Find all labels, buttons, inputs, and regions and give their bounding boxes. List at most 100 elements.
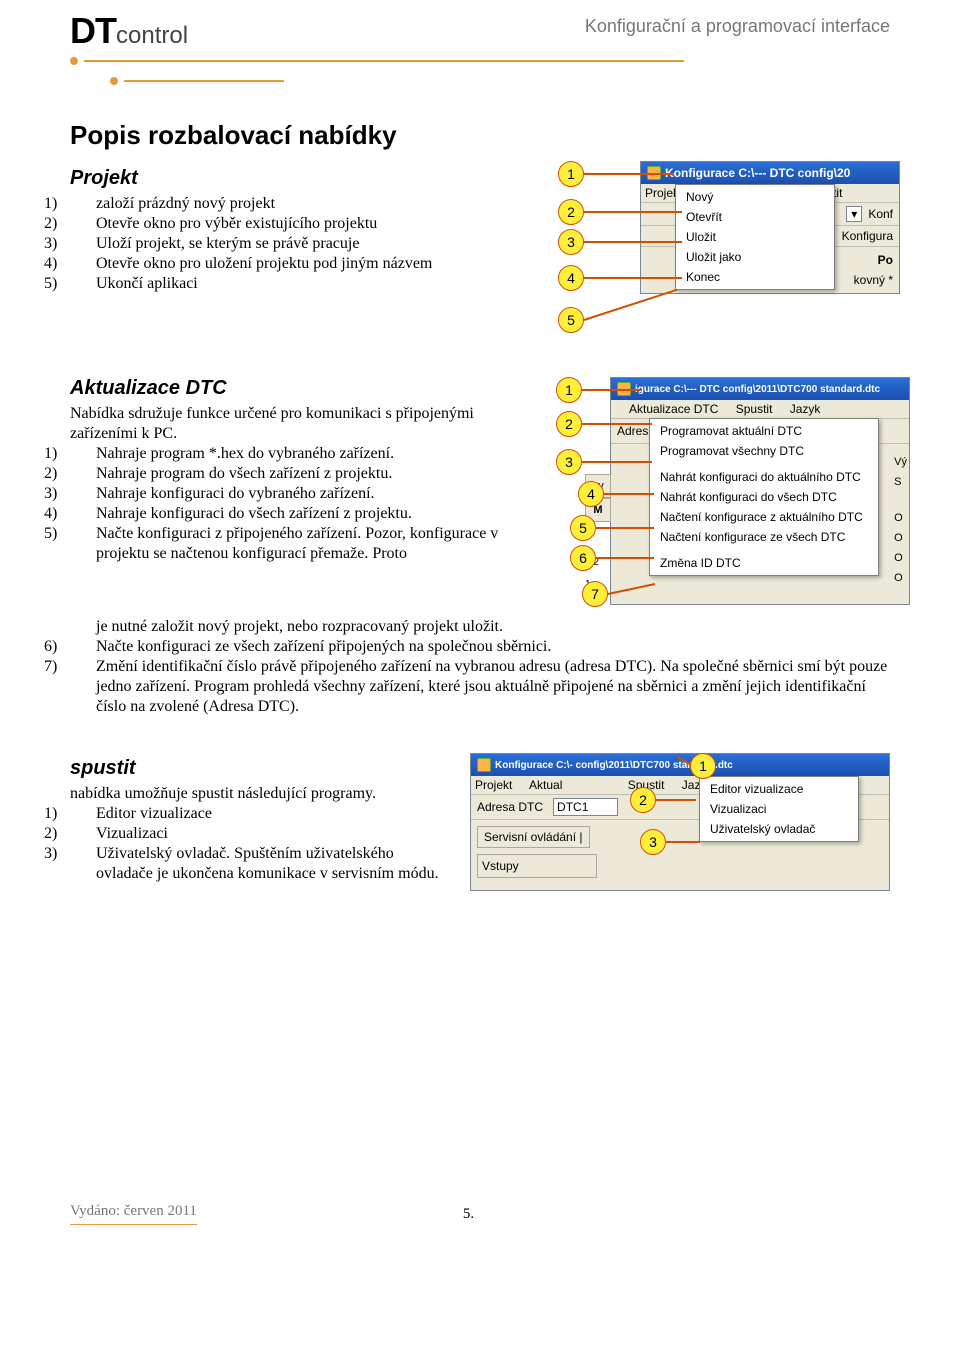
spustit-intro: nabídka umožňuje spustit následující pro… xyxy=(70,784,440,804)
logo-small: control xyxy=(116,22,188,49)
app-icon xyxy=(477,758,491,772)
callout-line xyxy=(582,461,652,463)
page-header: DTcontrol Konfigurační a programovací in… xyxy=(70,10,890,52)
list-item: 2)Otevře okno pro výběr existujícího pro… xyxy=(96,214,500,234)
window-titlebar: Konfigurace C:\--- DTC config\20 xyxy=(641,162,899,184)
list-item: 5)Načte konfiguraci z připojeného zaříze… xyxy=(96,524,500,564)
callout-line xyxy=(596,557,654,559)
list-item: 2)Nahraje program do všech zařízení z pr… xyxy=(96,464,500,484)
callout-line xyxy=(582,389,642,391)
dropdown-item[interactable]: Načtení konfigurace z aktuálního DTC xyxy=(650,507,878,527)
callout-line xyxy=(596,527,654,529)
callout-line xyxy=(584,211,682,213)
page-footer: Vydáno: červen 2011 5. xyxy=(70,1197,890,1225)
projekt-ui: Konfigurace C:\--- DTC config\20 Projekt… xyxy=(640,161,900,294)
logo-big: DT xyxy=(70,10,116,51)
list-item: 6)Načte konfiguraci ze všech zařízení př… xyxy=(96,637,890,657)
callout-bubble: 3 xyxy=(556,449,582,475)
dropdown-item[interactable]: Vizualizaci xyxy=(700,799,858,819)
toolbar-label: Konfigura xyxy=(842,229,893,243)
aktualizace-intro: Nabídka sdružuje funkce určené pro komun… xyxy=(70,404,500,444)
aktualizace-title: Aktualizace DTC xyxy=(70,377,500,400)
callout-bubble: 2 xyxy=(558,199,584,225)
callout-bubble: 6 xyxy=(570,545,596,571)
list-item: 7)Změní identifikační číslo právě připoj… xyxy=(96,657,890,717)
body-text: kovný * xyxy=(854,273,893,287)
callout-line xyxy=(656,799,696,801)
list-item: 3)Uživatelský ovladač. Spuštěním uživate… xyxy=(96,844,440,884)
section-aktualizace: Aktualizace DTC Nabídka sdružuje funkce … xyxy=(70,377,890,717)
list-item: 1)Editor vizualizace xyxy=(96,804,440,824)
dropdown-item[interactable]: Nový xyxy=(676,187,834,207)
aktualizace-list: 1)Nahraje program *.hex do vybraného zař… xyxy=(70,444,500,564)
spustit-title: spustit xyxy=(70,757,440,780)
list-item: 5)Ukončí aplikaci xyxy=(96,274,500,294)
callout-line xyxy=(666,841,700,843)
page-number: 5. xyxy=(463,1206,474,1223)
body-text: Po xyxy=(878,253,893,267)
callout-bubble: 5 xyxy=(570,515,596,541)
callout-bubble: 4 xyxy=(578,481,604,507)
window-title: Konfigurace C:\--- DTC config\20 xyxy=(665,166,850,180)
dropdown-item[interactable]: Programovat všechny DTC xyxy=(650,441,878,461)
list-item: 3)Uloží projekt, se kterým se právě prac… xyxy=(96,234,500,254)
menu-item[interactable]: Spustit xyxy=(736,402,773,416)
list-item: 2)Vizualizaci xyxy=(96,824,440,844)
callout-bubble: 3 xyxy=(558,229,584,255)
adresa-label: Adresa DTC xyxy=(477,800,543,814)
dropdown-item[interactable]: Načtení konfigurace ze všech DTC xyxy=(650,527,878,547)
tab-label[interactable]: Servisní ovládání | xyxy=(477,826,590,848)
dropdown-item[interactable]: Nahrát konfiguraci do všech DTC xyxy=(650,487,878,507)
dropdown-item[interactable]: Editor vizualizace xyxy=(700,779,858,799)
callout-bubble: 2 xyxy=(630,787,656,813)
callout-line xyxy=(582,423,652,425)
toolbar-label: Konf xyxy=(868,207,893,221)
dropdown-item[interactable]: Programovat aktuální DTC xyxy=(650,421,878,441)
dropdown-item[interactable]: Uživatelský ovladač xyxy=(700,819,858,839)
callout-bubble: 5 xyxy=(558,307,584,333)
dropdown-item[interactable]: Uložit jako xyxy=(676,247,834,267)
list-item: 4)Nahraje konfiguraci do všech zařízení … xyxy=(96,504,500,524)
issued-value: červen 2011 xyxy=(124,1203,197,1219)
aktualizace-continuation: je nutné založit nový projekt, nebo rozp… xyxy=(70,617,890,637)
callout-line xyxy=(584,289,678,321)
callout-bubble: 3 xyxy=(640,829,666,855)
spustit-list: 1)Editor vizualizace 2)Vizualizaci 3)Uži… xyxy=(70,804,440,884)
adresa-input[interactable] xyxy=(553,798,618,816)
combo[interactable]: ▾ xyxy=(846,206,862,222)
window-titlebar: igurace C:\--- DTC config\2011\DTC700 st… xyxy=(611,378,909,400)
header-subtitle: Konfigurační a programovací interface xyxy=(585,16,890,37)
menu-item[interactable]: Jazyk xyxy=(790,402,821,416)
projekt-title: Projekt xyxy=(70,167,500,190)
list-item: 4)Otevře okno pro uložení projektu pod j… xyxy=(96,254,500,274)
header-rule xyxy=(70,52,890,90)
callout-line xyxy=(604,493,654,495)
dropdown-item[interactable]: Konec xyxy=(676,267,834,287)
callout-line xyxy=(584,277,682,279)
menu-item[interactable]: Aktualizace DTC xyxy=(629,402,718,416)
section-projekt: Projekt 1)založí prázdný nový projekt 2)… xyxy=(70,167,890,347)
window-title: igurace C:\--- DTC config\2011\DTC700 st… xyxy=(635,384,880,395)
dropdown-item[interactable]: Otevřít xyxy=(676,207,834,227)
dropdown-item[interactable]: Nahrát konfiguraci do aktuálního DTC xyxy=(650,467,878,487)
list-item: 1)Nahraje program *.hex do vybraného zař… xyxy=(96,444,500,464)
projekt-list: 1)založí prázdný nový projekt 2)Otevře o… xyxy=(70,194,500,294)
menu-item[interactable]: Aktual xyxy=(529,778,562,792)
page-title: Popis rozbalovací nabídky xyxy=(70,120,890,151)
projekt-dropdown: Nový Otevřít Uložit Uložit jako Konec xyxy=(675,184,835,290)
aktualizace-ui: igurace C:\--- DTC config\2011\DTC700 st… xyxy=(610,377,910,605)
callout-bubble: 1 xyxy=(558,161,584,187)
callout-bubble: 2 xyxy=(556,411,582,437)
callout-bubble: 1 xyxy=(690,753,716,779)
aktualizace-dropdown: Programovat aktuální DTC Programovat vše… xyxy=(649,418,879,576)
list-item: 1)založí prázdný nový projekt xyxy=(96,194,500,214)
callout-bubble: 1 xyxy=(556,377,582,403)
callout-line xyxy=(584,241,682,243)
menu-item[interactable]: Projekt xyxy=(475,778,512,792)
spustit-dropdown: Editor vizualizace Vizualizaci Uživatels… xyxy=(699,776,859,842)
dropdown-item[interactable]: Uložit xyxy=(676,227,834,247)
callout-bubble: 4 xyxy=(558,265,584,291)
logo: DTcontrol xyxy=(70,10,188,52)
dropdown-item[interactable]: Změna ID DTC xyxy=(650,553,878,573)
list-item: 3)Nahraje konfiguraci do vybraného zaříz… xyxy=(96,484,500,504)
